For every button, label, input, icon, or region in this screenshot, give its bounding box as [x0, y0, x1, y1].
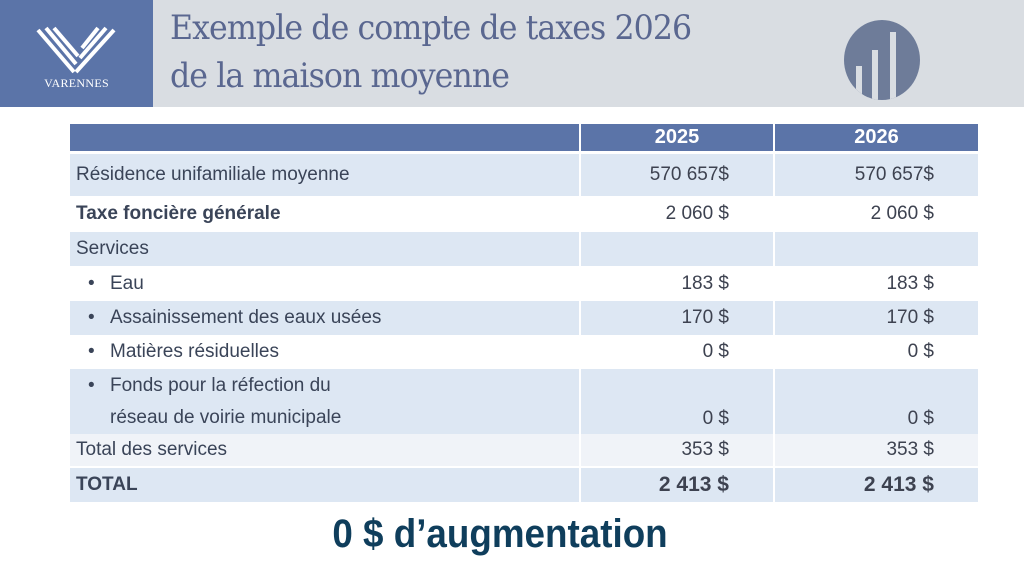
value-2026: 2 060 $ [870, 203, 934, 224]
value-2025: 570 657$ [581, 154, 773, 196]
table-row: Taxe foncière générale 2 060 $ 2 060 $ [70, 196, 978, 232]
value-2026: 0 $ [775, 369, 978, 434]
bullet: • [88, 272, 95, 294]
logo-icon [36, 26, 116, 74]
table-row: • Eau 183 $ 183 $ [70, 266, 978, 301]
row-label: Eau [110, 272, 144, 294]
bar-chart-icon [844, 20, 920, 100]
header-2026: 2026 [775, 124, 978, 154]
row-label: Assainissement des eaux usées [110, 307, 382, 328]
table-row-total: TOTAL 2 413 $2 413 $ [70, 468, 978, 502]
row-label-line-2: réseau de voirie municipale [110, 406, 342, 428]
table-row: • Assainissement des eaux usées 170 $170 $ [70, 301, 978, 335]
row-label: TOTAL [70, 468, 579, 502]
logo-text: VARENNES [44, 76, 109, 90]
page-title: Exemple de compte de taxes 2026 de la ma… [170, 4, 692, 100]
varennes-logo: VARENNES [0, 0, 153, 107]
row-label: Fonds pour la réfection du [110, 374, 331, 396]
title-line-1: Exemple de compte de taxes 2026 [170, 8, 692, 48]
value-2025: 2 413 $ [581, 468, 773, 502]
header-blank [70, 124, 579, 154]
value-2026: 570 657$ [775, 154, 978, 196]
row-label: Total des services [70, 434, 579, 468]
value-2025: 0 $ [581, 369, 773, 434]
title-line-2: de la maison moyenne [170, 56, 510, 96]
bullet: • [88, 307, 95, 328]
table-row: Total des services 353 $353 $ [70, 434, 978, 468]
value-2026: 353 $ [775, 434, 978, 468]
tax-table: 2025 2026 Résidence unifamiliale moyenne… [68, 124, 980, 502]
bullet: • [88, 341, 95, 362]
table-row: Résidence unifamiliale moyenne 570 657$ 57… [70, 154, 978, 196]
value-2025: 0 $ [702, 341, 729, 362]
row-label: Taxe foncière générale [76, 203, 281, 224]
header-2025: 2025 [581, 124, 773, 154]
value-2026: 0 $ [907, 341, 934, 362]
table-header-row: 2025 2026 [70, 124, 978, 154]
value-2025: 353 $ [581, 434, 773, 468]
value-2026 [775, 232, 978, 266]
value-2025 [581, 232, 773, 266]
value-2026: 170 $ [775, 301, 978, 335]
bullet: • [88, 374, 95, 396]
value-2026: 2 413 $ [775, 468, 978, 502]
value-2025: 170 $ [581, 301, 773, 335]
row-label: Matières résiduelles [110, 341, 279, 362]
value-2025: 2 060 $ [665, 203, 729, 224]
row-label: Services [70, 232, 579, 266]
table-row: • Matières résiduelles 0 $ 0 $ [70, 335, 978, 369]
table-row: • Fonds pour la réfection du réseau de voi… [70, 369, 978, 434]
row-label: Résidence unifamiliale moyenne [70, 154, 579, 196]
value-2026: 183 $ [886, 272, 934, 294]
value-2025: 183 $ [681, 272, 729, 294]
headline-no-increase: 0 $ d’augmentation [332, 512, 668, 556]
table-row: Services [70, 232, 978, 266]
slide-header: VARENNES Exemple de compte de taxes 2026… [0, 0, 1024, 107]
